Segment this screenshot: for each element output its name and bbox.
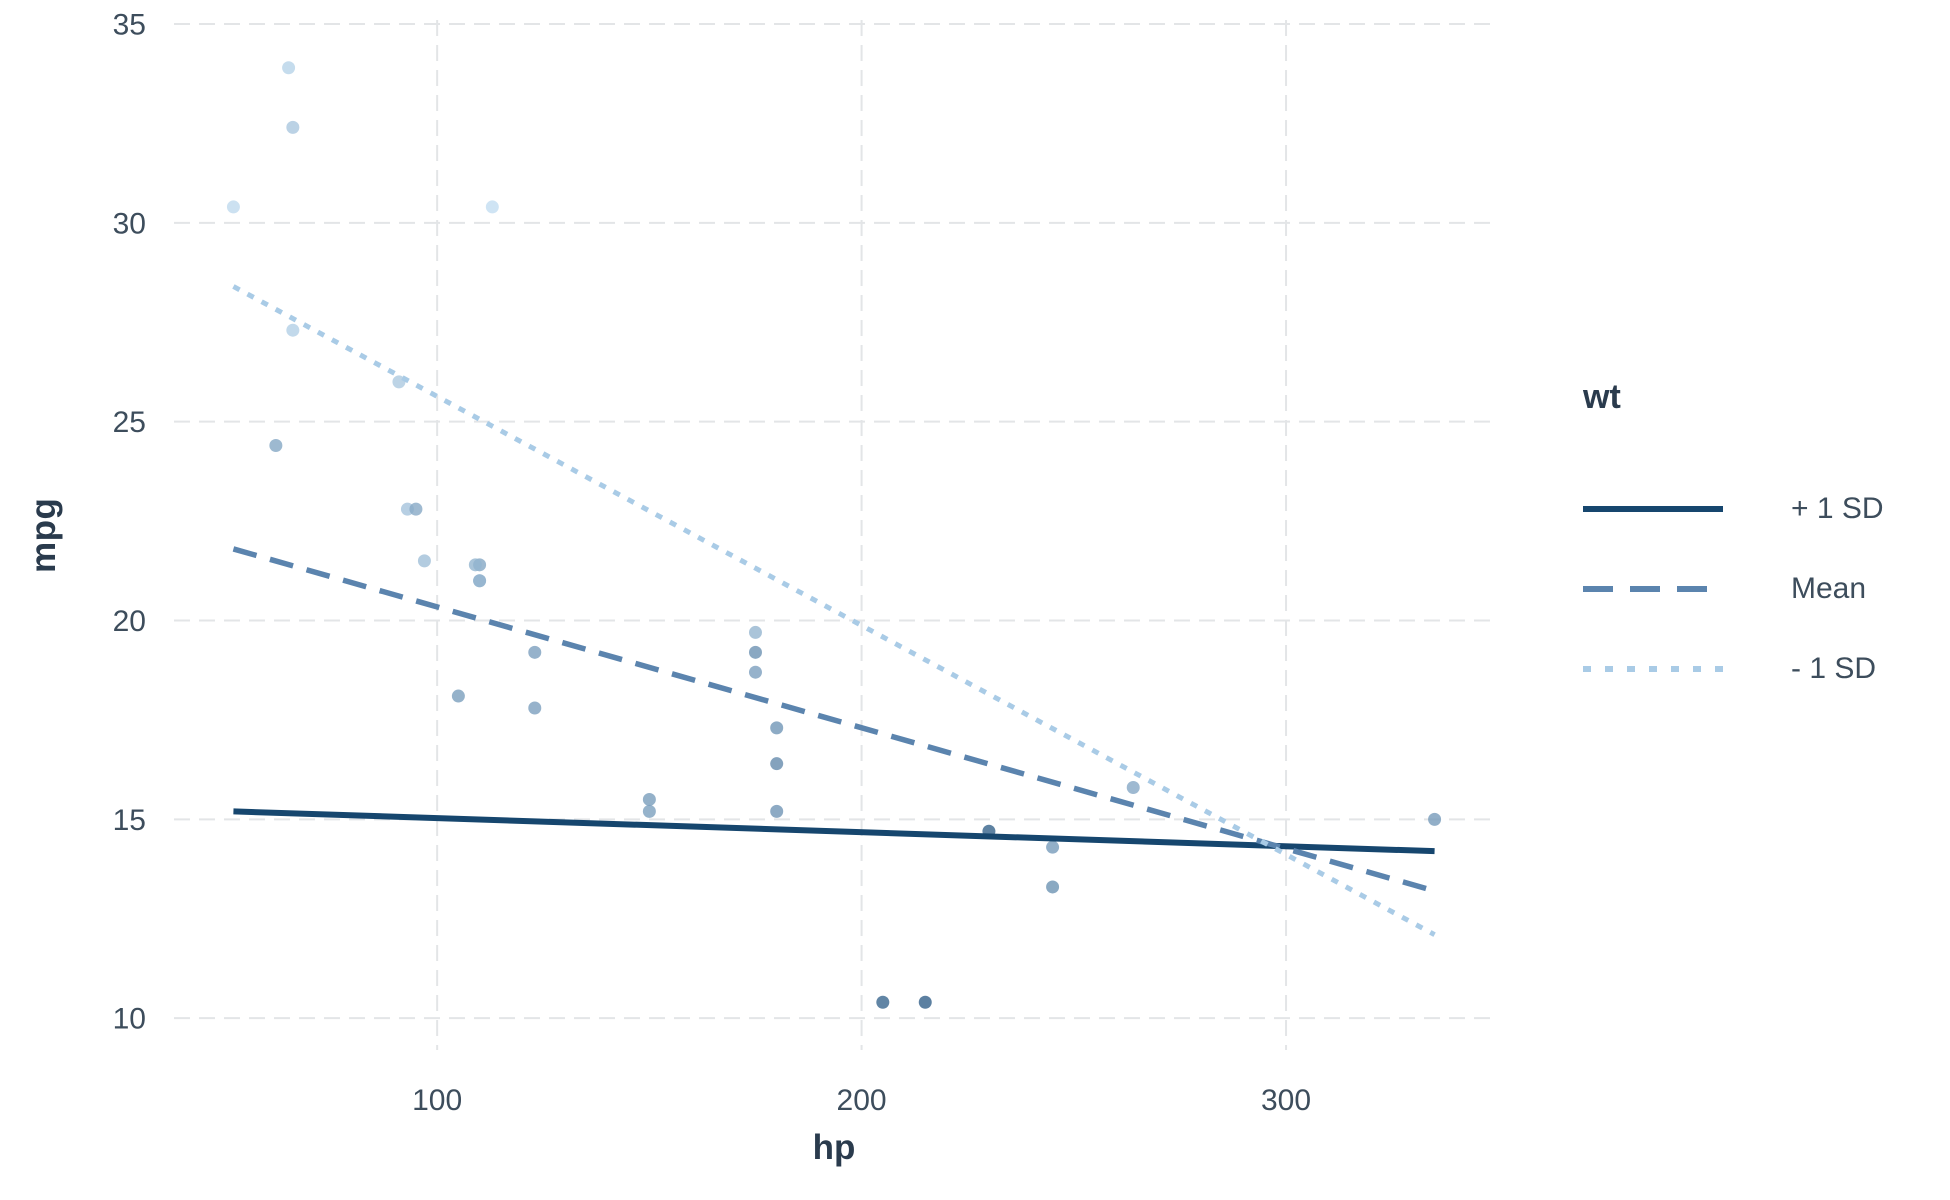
line-mean xyxy=(232,546,1436,894)
data-point xyxy=(409,502,423,516)
data-point xyxy=(282,61,296,75)
data-point xyxy=(918,995,932,1009)
data-point xyxy=(1428,812,1442,826)
data-point xyxy=(451,689,465,703)
legend-entry-label: + 1 SD xyxy=(1791,492,1884,525)
y-axis-title: mpg xyxy=(24,497,63,573)
data-point xyxy=(528,701,542,715)
data-point xyxy=(770,757,784,771)
data-point xyxy=(269,439,283,453)
data-point xyxy=(642,792,656,806)
y-tick-label: 25 xyxy=(113,406,146,439)
line-1-sd xyxy=(232,284,1436,937)
legend-entries: + 1 SD Mean - 1 SD xyxy=(1583,469,1933,709)
legend-title: wt xyxy=(1583,378,1621,416)
regression-lines xyxy=(232,284,1436,937)
x-axis-title: hp xyxy=(812,1128,856,1167)
data-point xyxy=(748,665,762,679)
data-point xyxy=(417,554,431,568)
data-point xyxy=(1046,840,1060,854)
data-point xyxy=(770,804,784,818)
data-point xyxy=(286,323,300,337)
legend-line-sample-mean xyxy=(1583,586,1723,592)
tick-labels: 100 200 300 10 15 20 25 30 35 xyxy=(113,8,1311,1117)
data-point xyxy=(642,804,656,818)
data-point xyxy=(1126,781,1140,795)
legend-entry-1-sd: - 1 SD xyxy=(1583,629,1933,709)
data-point xyxy=(1046,880,1060,894)
data-point xyxy=(286,120,300,134)
data-point xyxy=(485,200,499,214)
y-tick-label: 30 xyxy=(113,207,146,240)
data-point xyxy=(528,645,542,659)
data-point xyxy=(748,625,762,639)
data-point xyxy=(226,200,240,214)
y-tick-label: 15 xyxy=(113,804,146,837)
data-point xyxy=(748,645,762,659)
x-tick-label: 300 xyxy=(1261,1084,1311,1117)
y-tick-label: 10 xyxy=(113,1003,146,1036)
legend-entry-mean: Mean xyxy=(1583,549,1933,629)
legend-entry-label: - 1 SD xyxy=(1791,652,1877,685)
x-tick-label: 100 xyxy=(412,1084,462,1117)
data-point xyxy=(876,995,890,1009)
scatter-points xyxy=(226,61,1442,1009)
legend-entry-label: Mean xyxy=(1791,572,1867,605)
data-point xyxy=(473,574,487,588)
legend-line-sample-1-sd xyxy=(1583,666,1723,672)
data-point xyxy=(468,558,482,572)
y-tick-label: 35 xyxy=(113,8,146,41)
y-tick-label: 20 xyxy=(113,605,146,638)
legend-entry-1-sd: + 1 SD xyxy=(1583,469,1933,549)
x-tick-label: 200 xyxy=(837,1084,887,1117)
gridlines xyxy=(174,20,1494,1050)
legend: wt + 1 SD Mean - 1 SD xyxy=(1583,378,1933,709)
legend-line-sample-1-sd xyxy=(1583,506,1723,512)
data-point xyxy=(770,721,784,735)
line-1-sd xyxy=(233,808,1435,855)
